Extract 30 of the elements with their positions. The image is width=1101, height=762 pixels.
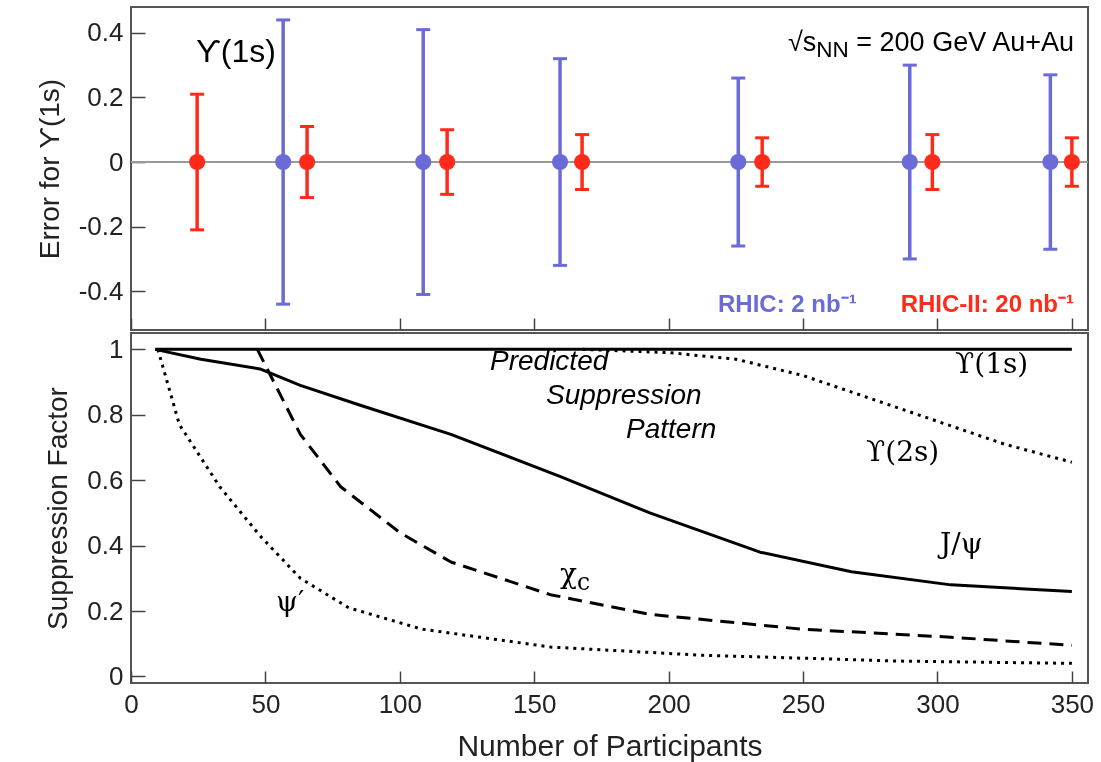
x-tick-label: 50	[251, 688, 281, 719]
x-tick-label: 250	[781, 688, 826, 719]
series-label: ψ′	[276, 585, 305, 618]
y-tick-label: 0	[109, 146, 124, 177]
x-tick-label: 150	[513, 688, 557, 719]
annotation: Predicted Suppression Pattern	[490, 344, 717, 447]
annotation: √s$_{NN}$ = 200 GeV Au+Au	[787, 27, 1074, 63]
y-axis-title: Error for ϒ(1s)	[33, 78, 65, 260]
x-tick-label: 350	[1050, 688, 1095, 719]
text: RHIC: 2 nb⁻¹	[718, 290, 857, 317]
x-axis-title: Number of Participants	[457, 728, 763, 762]
y-tick-label: 0.2	[87, 81, 124, 112]
y-tick-label: 0.2	[87, 595, 124, 626]
y-tick-label: 0.8	[87, 399, 124, 430]
y-tick-label: 0.6	[87, 464, 124, 495]
x-tick-label: 200	[647, 688, 691, 719]
series-label: ϒ(2s)	[866, 435, 940, 468]
y-tick-label: 0	[109, 660, 124, 691]
x-tick-label: 100	[378, 688, 423, 719]
series-label: χ$_{c}$	[560, 557, 591, 596]
series-label: ϒ(1s)	[955, 347, 1029, 380]
y-tick-label: -0.4	[78, 275, 124, 306]
y-axis-title: Suppression Factor	[42, 387, 74, 630]
annotation: ϒ(1s)	[196, 33, 276, 69]
y-tick-label: 0.4	[87, 530, 124, 561]
x-tick-label: 300	[916, 688, 960, 719]
y-tick-label: 0.4	[87, 17, 124, 48]
y-tick-label: 1	[109, 333, 124, 364]
y-tick-label: -0.2	[78, 211, 124, 242]
text: RHIC-II: 20 nb⁻¹	[900, 290, 1074, 317]
